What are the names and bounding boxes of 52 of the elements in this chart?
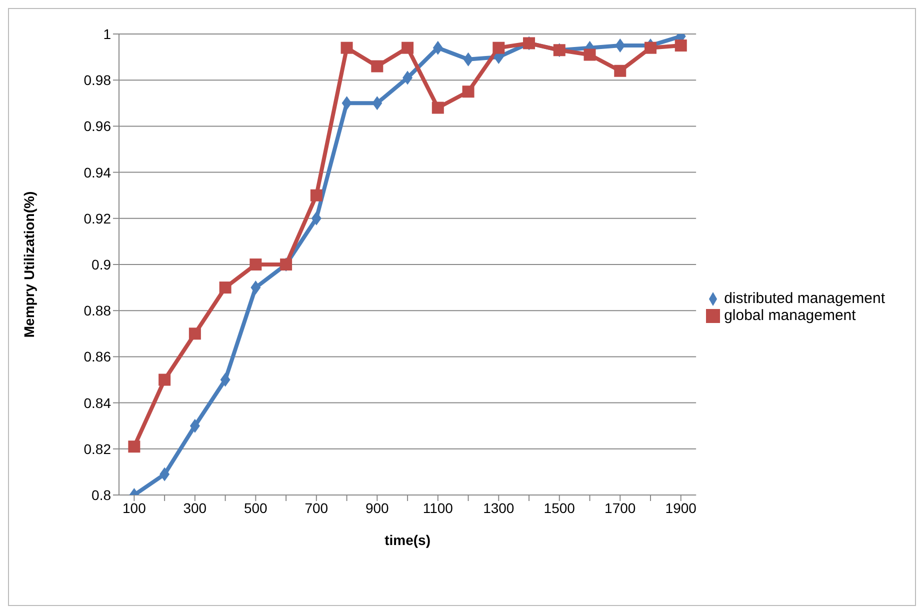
point [219,282,232,294]
y-tick-label: 0.88 [84,302,112,319]
y-tick-label: 0.86 [84,348,112,365]
y-tick-label: 0.84 [84,394,112,411]
point [462,86,474,98]
x-tick-label: 1700 [604,500,636,516]
point [310,189,322,202]
point [463,52,474,66]
legend-label: global management [724,307,856,324]
x-tick-label: 900 [365,500,390,516]
point [311,211,322,226]
point [615,38,626,53]
point [190,418,200,433]
point [432,102,444,114]
y-tick-label: 0.8 [92,486,112,503]
point [342,96,352,110]
y-tick-label: 0.82 [84,440,112,457]
point [614,64,626,77]
x-tick-label: 500 [244,500,268,516]
x-tick-label: 100 [122,500,146,516]
point [160,467,170,482]
legend-label: distributed management [724,290,885,307]
point [250,280,261,295]
point [158,374,171,386]
point [644,42,657,54]
y-tick-label: 0.9 [92,256,112,272]
y-tick-label: 0.98 [84,72,112,88]
y-tick-label: 1 [103,26,112,42]
point [188,328,201,340]
x-axis-title: time(s) [384,532,430,548]
x-tick-label: 1500 [544,500,576,516]
point [220,372,230,387]
y-axis-title: Mempry Utilization(%) [20,191,37,338]
point [371,60,384,72]
x-tick-label: 1900 [665,500,697,516]
point [402,70,413,85]
point [128,440,140,453]
point [674,40,687,52]
point [372,96,382,110]
y-tick-label: 0.92 [84,210,112,226]
point [402,42,414,54]
point [432,40,443,55]
point [492,42,505,54]
x-tick-label: 700 [304,500,328,516]
point [250,258,262,270]
y-tick-label: 0.94 [84,164,112,180]
x-tick-label: 300 [183,500,207,516]
x-tick-label: 1300 [483,500,514,516]
point [340,42,353,54]
y-tick-label: 0.96 [84,118,112,134]
x-tick-label: 1100 [422,500,454,516]
point [584,48,596,61]
